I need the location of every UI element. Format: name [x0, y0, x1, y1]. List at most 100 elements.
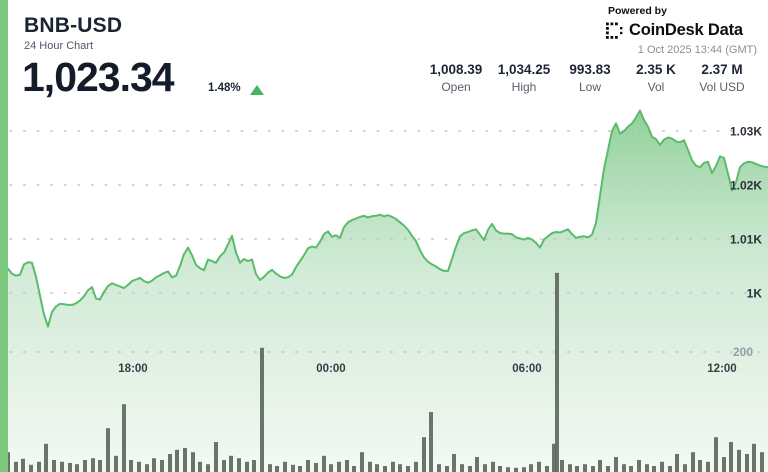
volume-bar: [137, 461, 141, 472]
chart-type-label: 24 Hour Chart: [24, 40, 94, 52]
powered-by-label: Powered by: [608, 5, 667, 17]
volume-bar: [698, 460, 702, 472]
price-line: [7, 109, 768, 328]
volume-bar: [106, 428, 110, 472]
stat-open-label: Open: [441, 80, 471, 94]
volume-bar: [591, 466, 595, 472]
volume-bar: [437, 464, 441, 472]
volume-bar: [568, 464, 572, 472]
stat-vol-value: 2.35 K: [636, 62, 676, 77]
price-axis-label: 1.02K: [730, 179, 762, 193]
price-area-fill: [8, 110, 768, 472]
volume-bar: [552, 443, 556, 472]
price-axis-label: 1K: [747, 287, 763, 301]
volume-bar: [360, 452, 364, 472]
volume-bar: [645, 464, 649, 472]
volume-bar: [506, 467, 510, 472]
brand-name: CoinDesk Data: [629, 21, 743, 39]
volume-bar: [737, 449, 741, 472]
volume-bar: [314, 463, 318, 472]
volume-bar: [368, 461, 372, 472]
volume-bar: [598, 460, 602, 472]
change-percent: 1.48%: [208, 82, 241, 94]
volume-bar: [191, 452, 195, 472]
price-axis-label: 1.01K: [730, 233, 762, 247]
volume-bar: [391, 461, 395, 472]
volume-bar: [752, 443, 756, 472]
volume-bar: [398, 464, 402, 472]
stat-low-value: 993.83: [569, 62, 611, 77]
volume-bar: [91, 458, 95, 472]
volume-bar: [675, 454, 679, 472]
volume-bar: [83, 460, 87, 472]
stat-vol-usd: 2.37 M Vol USD: [690, 62, 754, 94]
time-axis-label: 12:00: [707, 363, 736, 375]
volume-bar: [637, 460, 641, 472]
volume-bar: [475, 457, 479, 472]
volume-bar: [468, 466, 472, 472]
stat-vol-label: Vol: [647, 80, 665, 94]
timestamp: 1 Oct 2025 13:44 (GMT): [637, 44, 757, 56]
volume-bar: [337, 461, 341, 472]
stat-low-label: Low: [578, 80, 601, 94]
stat-vol-usd-value: 2.37 M: [701, 62, 743, 77]
volume-bar: [706, 461, 710, 472]
volume-bar: [414, 461, 418, 472]
volume-bar: [583, 464, 587, 472]
volume-bar: [745, 454, 749, 472]
volume-bar: [229, 455, 233, 472]
time-axis-label: 06:00: [512, 363, 541, 375]
volume-bar: [6, 452, 10, 472]
stat-open: 1,008.39 Open: [424, 62, 488, 94]
volume-bar: [268, 464, 272, 472]
volume-bar: [306, 460, 310, 472]
volume-bar: [652, 466, 656, 472]
volume-bar: [260, 347, 264, 472]
volume-bar: [614, 457, 618, 472]
volume-bar: [555, 272, 559, 472]
volume-bar: [529, 464, 533, 472]
volume-bar: [291, 464, 295, 472]
volume-bar: [129, 460, 133, 472]
symbol-title: BNB-USD: [24, 14, 123, 37]
volume-bar: [122, 404, 126, 472]
volume-bar: [152, 458, 156, 472]
stat-open-value: 1,008.39: [429, 62, 483, 77]
volume-bar: [52, 460, 56, 472]
up-triangle-icon: [250, 85, 264, 95]
volume-bar: [452, 454, 456, 472]
stat-vol: 2.35 K Vol: [624, 62, 688, 94]
volume-bar: [722, 457, 726, 472]
coindesk-dots-icon: [606, 22, 623, 39]
volume-bar: [498, 466, 502, 472]
stat-low: 993.83 Low: [558, 62, 622, 94]
volume-bar: [214, 442, 218, 472]
volume-bar: [483, 464, 487, 472]
current-price: 1,023.34: [22, 54, 175, 100]
volume-bar: [252, 460, 256, 472]
volume-bar: [298, 466, 302, 472]
volume-bar: [283, 461, 287, 472]
volume-bar: [683, 464, 687, 472]
volume-bar: [44, 443, 48, 472]
volume-bar: [160, 460, 164, 472]
volume-bar: [183, 448, 187, 472]
volume-bar: [560, 460, 564, 472]
volume-axis-label: 200: [733, 345, 753, 359]
stat-high-value: 1,034.25: [497, 62, 551, 77]
volume-bar: [537, 461, 541, 472]
time-axis-label: 18:00: [118, 363, 147, 375]
volume-bar: [329, 464, 333, 472]
time-axis-label: 00:00: [316, 363, 345, 375]
volume-bar: [145, 464, 149, 472]
volume-bar: [691, 452, 695, 472]
volume-bar: [352, 466, 356, 472]
volume-bar: [345, 460, 349, 472]
price-axis-label: 1.03K: [730, 125, 762, 139]
volume-bar: [114, 455, 118, 472]
volume-bar: [606, 466, 610, 472]
volume-bar: [460, 464, 464, 472]
volume-bar: [168, 454, 172, 472]
